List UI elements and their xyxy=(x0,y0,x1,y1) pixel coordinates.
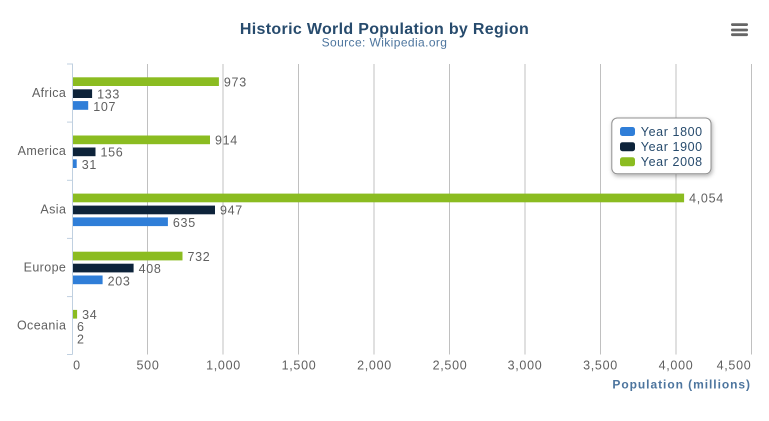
svg-text:500: 500 xyxy=(137,359,160,373)
svg-text:Year 1900: Year 1900 xyxy=(641,140,703,154)
svg-text:America: America xyxy=(18,144,67,158)
svg-text:Year 1800: Year 1800 xyxy=(641,125,703,139)
svg-text:914: 914 xyxy=(215,134,238,148)
svg-text:Oceania: Oceania xyxy=(17,319,66,333)
svg-text:107: 107 xyxy=(93,100,116,114)
svg-text:3,000: 3,000 xyxy=(508,359,543,373)
svg-text:2: 2 xyxy=(77,332,85,346)
svg-text:Population (millions): Population (millions) xyxy=(612,378,751,392)
svg-text:2,000: 2,000 xyxy=(357,359,392,373)
svg-text:31: 31 xyxy=(82,158,97,172)
svg-text:973: 973 xyxy=(224,75,247,89)
svg-text:Historic World Population by R: Historic World Population by Region xyxy=(240,21,529,38)
svg-text:Europe: Europe xyxy=(24,261,67,275)
svg-text:4,500: 4,500 xyxy=(717,359,752,373)
svg-text:1,000: 1,000 xyxy=(206,359,241,373)
svg-text:947: 947 xyxy=(220,204,243,218)
svg-text:2,500: 2,500 xyxy=(433,359,468,373)
svg-text:Source: Wikipedia.org: Source: Wikipedia.org xyxy=(322,35,448,49)
svg-text:1,500: 1,500 xyxy=(282,359,317,373)
svg-text:156: 156 xyxy=(101,146,124,160)
svg-text:Year 2008: Year 2008 xyxy=(641,155,703,169)
svg-text:133: 133 xyxy=(97,87,120,101)
svg-text:732: 732 xyxy=(188,250,211,264)
svg-text:Asia: Asia xyxy=(40,202,66,216)
svg-text:34: 34 xyxy=(82,308,97,322)
svg-text:4,054: 4,054 xyxy=(689,192,724,206)
svg-text:6: 6 xyxy=(77,320,85,334)
svg-text:Africa: Africa xyxy=(32,86,66,100)
svg-text:635: 635 xyxy=(173,216,196,230)
svg-text:4,000: 4,000 xyxy=(659,359,694,373)
svg-text:3,500: 3,500 xyxy=(583,359,618,373)
svg-text:0: 0 xyxy=(73,359,81,373)
svg-text:203: 203 xyxy=(108,274,131,288)
svg-text:408: 408 xyxy=(139,262,162,276)
